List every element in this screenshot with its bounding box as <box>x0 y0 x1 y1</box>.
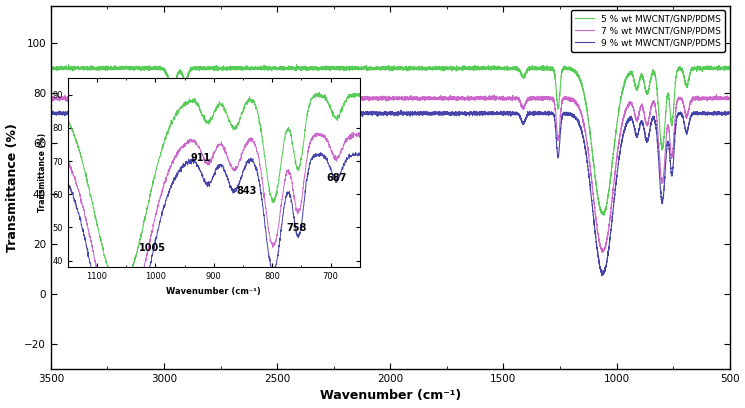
9 % wt MWCNT/GNP/PDMS <box>550 112 559 117</box>
5 % wt MWCNT/GNP/PDMS <box>46 65 55 70</box>
9 % wt MWCNT/GNP/PDMS <box>292 111 301 116</box>
7 % wt MWCNT/GNP/PDMS <box>725 95 734 100</box>
5 % wt MWCNT/GNP/PDMS <box>292 64 301 69</box>
9 % wt MWCNT/GNP/PDMS <box>80 110 89 115</box>
9 % wt MWCNT/GNP/PDMS <box>586 188 595 193</box>
7 % wt MWCNT/GNP/PDMS <box>80 95 89 100</box>
5 % wt MWCNT/GNP/PDMS <box>448 66 457 71</box>
5 % wt MWCNT/GNP/PDMS <box>725 64 734 69</box>
5 % wt MWCNT/GNP/PDMS <box>80 66 89 71</box>
9 % wt MWCNT/GNP/PDMS <box>288 107 297 112</box>
Legend: 5 % wt MWCNT/GNP/PDMS, 7 % wt MWCNT/GNP/PDMS, 9 % wt MWCNT/GNP/PDMS: 5 % wt MWCNT/GNP/PDMS, 7 % wt MWCNT/GNP/… <box>571 10 725 51</box>
Y-axis label: Transmittance (%): Transmittance (%) <box>5 123 19 252</box>
7 % wt MWCNT/GNP/PDMS <box>478 96 486 101</box>
5 % wt MWCNT/GNP/PDMS <box>586 135 595 140</box>
5 % wt MWCNT/GNP/PDMS <box>550 69 559 74</box>
7 % wt MWCNT/GNP/PDMS <box>586 166 595 171</box>
9 % wt MWCNT/GNP/PDMS <box>448 110 457 115</box>
7 % wt MWCNT/GNP/PDMS <box>597 250 606 255</box>
9 % wt MWCNT/GNP/PDMS <box>725 111 734 115</box>
7 % wt MWCNT/GNP/PDMS <box>550 99 559 104</box>
Line: 5 % wt MWCNT/GNP/PDMS: 5 % wt MWCNT/GNP/PDMS <box>51 65 729 215</box>
7 % wt MWCNT/GNP/PDMS <box>292 97 301 102</box>
9 % wt MWCNT/GNP/PDMS <box>478 111 486 116</box>
5 % wt MWCNT/GNP/PDMS <box>292 62 301 67</box>
X-axis label: Wavenumber (cm⁻¹): Wavenumber (cm⁻¹) <box>320 390 461 402</box>
7 % wt MWCNT/GNP/PDMS <box>712 92 721 97</box>
9 % wt MWCNT/GNP/PDMS <box>597 273 606 278</box>
5 % wt MWCNT/GNP/PDMS <box>478 67 486 72</box>
7 % wt MWCNT/GNP/PDMS <box>448 94 457 99</box>
Line: 7 % wt MWCNT/GNP/PDMS: 7 % wt MWCNT/GNP/PDMS <box>51 94 729 252</box>
9 % wt MWCNT/GNP/PDMS <box>46 110 55 115</box>
7 % wt MWCNT/GNP/PDMS <box>46 96 55 101</box>
Line: 9 % wt MWCNT/GNP/PDMS: 9 % wt MWCNT/GNP/PDMS <box>51 110 729 276</box>
5 % wt MWCNT/GNP/PDMS <box>600 213 609 218</box>
